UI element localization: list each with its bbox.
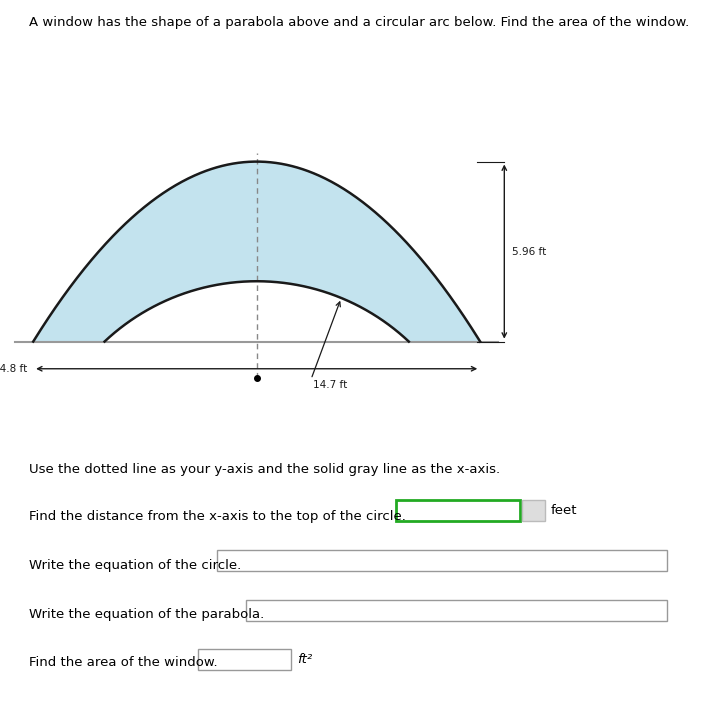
FancyBboxPatch shape	[396, 500, 520, 521]
Text: ft²: ft²	[297, 653, 312, 666]
Text: 14.7 ft: 14.7 ft	[312, 380, 347, 390]
Text: feet: feet	[550, 504, 577, 517]
Polygon shape	[34, 162, 480, 341]
FancyBboxPatch shape	[217, 550, 667, 571]
FancyBboxPatch shape	[246, 600, 667, 621]
Text: Write the equation of the circle.: Write the equation of the circle.	[29, 559, 241, 571]
FancyBboxPatch shape	[522, 500, 545, 521]
Text: 5.96 ft: 5.96 ft	[512, 247, 546, 257]
Text: Use the dotted line as your y-axis and the solid gray line as the x-axis.: Use the dotted line as your y-axis and t…	[29, 463, 500, 476]
Text: A window has the shape of a parabola above and a circular arc below. Find the ar: A window has the shape of a parabola abo…	[29, 16, 689, 28]
Text: 14.8 ft: 14.8 ft	[0, 364, 27, 374]
FancyBboxPatch shape	[198, 649, 291, 670]
Text: Write the equation of the parabola.: Write the equation of the parabola.	[29, 608, 264, 621]
Text: oᵈ: oᵈ	[528, 506, 538, 515]
Text: Find the distance from the x-axis to the top of the circle.: Find the distance from the x-axis to the…	[29, 510, 406, 523]
Text: Find the area of the window.: Find the area of the window.	[29, 656, 217, 669]
Text: 1.9984252 ✓: 1.9984252 ✓	[402, 504, 479, 517]
